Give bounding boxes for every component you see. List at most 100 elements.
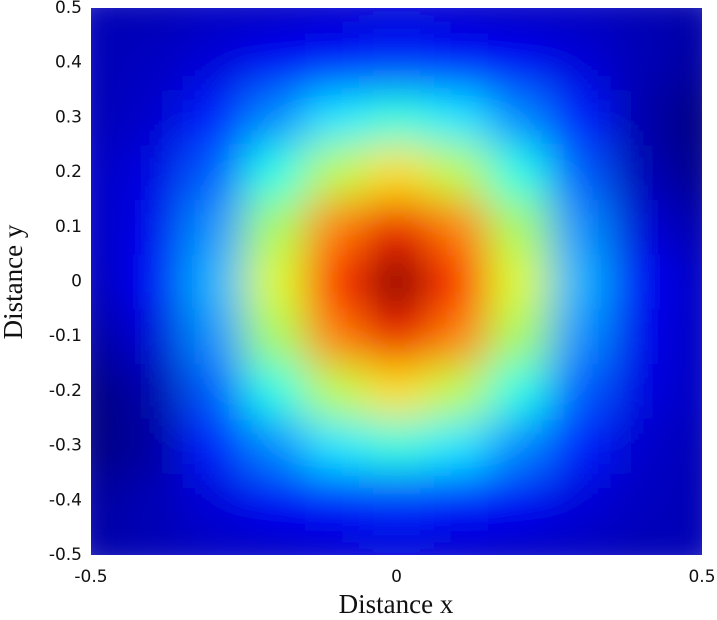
contour-cell: [488, 527, 550, 555]
y-tick-label: 0.2: [55, 162, 82, 182]
contour-cell: [182, 308, 245, 365]
contour-cell: [488, 199, 550, 255]
contour-cell: [427, 35, 489, 91]
contour-cell: [671, 35, 702, 91]
contour-cell: [121, 363, 184, 419]
contour-cell: [671, 308, 702, 365]
contour-cell: [365, 472, 428, 529]
contour-cell: [121, 90, 184, 146]
contour-cell: [610, 144, 672, 200]
y-tick-label: -0.2: [49, 381, 82, 401]
y-tick-label: -0.3: [49, 436, 82, 456]
contour-cell: [488, 363, 550, 419]
contour-cell: [427, 144, 489, 200]
contour-cell: [91, 418, 123, 474]
contour-cell: [182, 254, 245, 310]
contour-cell: [549, 90, 611, 146]
contour-cell: [427, 363, 489, 419]
contour-cell: [549, 199, 611, 255]
contour-cell: [304, 418, 367, 474]
contour-cell: [304, 472, 367, 529]
contour-cell: [671, 8, 702, 36]
contour-cell: [91, 308, 123, 365]
contour-cell: [243, 308, 306, 365]
contour-cell: [549, 254, 611, 310]
contour-cell: [671, 472, 702, 529]
contour-cell: [610, 35, 672, 91]
contour-cell: [182, 35, 245, 91]
contour-cell: [427, 199, 489, 255]
y-tick-label: 0.1: [55, 217, 82, 237]
contour-cell: [488, 472, 550, 529]
contour-cell: [121, 472, 184, 529]
contour-cell: [91, 363, 123, 419]
contour-cell: [121, 8, 184, 36]
contour-cell: [91, 35, 123, 91]
contour-cell: [549, 472, 611, 529]
contour-cell: [121, 254, 184, 310]
contour-cell: [243, 8, 306, 36]
contour-cell: [488, 35, 550, 91]
contour-cell: [365, 527, 428, 555]
contour-cell: [91, 144, 123, 200]
contour-cell: [182, 144, 245, 200]
contour-cell: [549, 418, 611, 474]
contour-cell: [182, 418, 245, 474]
contour-cell: [91, 90, 123, 146]
plot-area: [91, 8, 702, 555]
contour-cell: [121, 308, 184, 365]
contour-cell: [121, 418, 184, 474]
contour-cell: [365, 144, 428, 200]
contour-cell: [304, 144, 367, 200]
y-tick-label: 0.4: [55, 53, 82, 73]
y-tick-label: 0: [71, 272, 82, 292]
contour-cell: [182, 8, 245, 36]
x-tick-label: 0.5: [688, 567, 715, 587]
x-tick-label: -0.5: [74, 567, 107, 587]
contour-cell: [91, 527, 123, 555]
contour-cell: [427, 308, 489, 365]
contour-cell: [243, 527, 306, 555]
contour-cell: [182, 472, 245, 529]
contour-cell: [488, 308, 550, 365]
contour-cell: [610, 527, 672, 555]
y-tick-label: 0.3: [55, 107, 82, 127]
contour-cell: [488, 418, 550, 474]
contour-cell: [549, 144, 611, 200]
contour-cell: [304, 90, 367, 146]
contour-cell: [488, 144, 550, 200]
contour-cell: [610, 472, 672, 529]
contour-cell: [365, 8, 428, 36]
contour-cell: [488, 90, 550, 146]
contour-cell: [243, 363, 306, 419]
contour-cell: [427, 8, 489, 36]
contour-cell: [91, 472, 123, 529]
x-tick-label: 0: [391, 567, 402, 587]
contour-cell: [549, 527, 611, 555]
contour-cell: [671, 90, 702, 146]
contour-cell: [243, 418, 306, 474]
contour-cell: [304, 308, 367, 365]
contour-cell: [365, 308, 428, 365]
contour-cell: [671, 363, 702, 419]
contour-cell: [304, 199, 367, 255]
contour-cell: [91, 8, 123, 36]
contour-cell: [243, 90, 306, 146]
contour-cell: [182, 199, 245, 255]
contour-cell: [304, 35, 367, 91]
contour-cell: [671, 418, 702, 474]
contour-cell: [610, 199, 672, 255]
contour-cell: [671, 144, 702, 200]
contour-cell: [121, 35, 184, 91]
contour-cell: [304, 254, 367, 310]
contour-cell: [488, 254, 550, 310]
contour-cell: [243, 199, 306, 255]
contour-cell: [427, 527, 489, 555]
contour-cell: [365, 418, 428, 474]
contour-cell: [365, 199, 428, 255]
contour-cell: [91, 254, 123, 310]
contour-cell: [610, 308, 672, 365]
contour-cell: [121, 527, 184, 555]
contour-cell: [121, 199, 184, 255]
contour-cell: [549, 35, 611, 91]
